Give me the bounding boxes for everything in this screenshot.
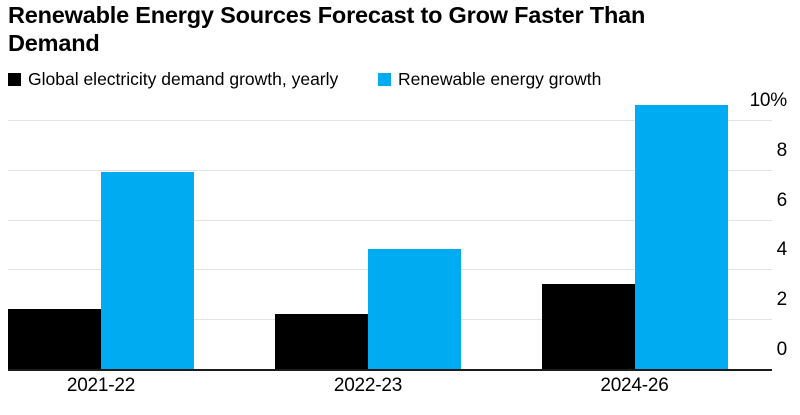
legend-label-renewable: Renewable energy growth	[398, 69, 602, 89]
bar-demand-2022-23	[275, 314, 368, 369]
y-axis-tick-label-6: 6	[776, 189, 788, 211]
x-axis-category-label-2022-23: 2022-23	[333, 375, 403, 396]
chart-title-line1: Renewable Energy Sources Forecast to Gro…	[8, 2, 646, 28]
legend-item-demand: Global electricity demand growth, yearly	[8, 69, 339, 89]
legend-item-renewable: Renewable energy growth	[378, 69, 602, 89]
legend-swatch-renewable	[378, 72, 391, 86]
bar-renewable-2021-22	[101, 172, 194, 369]
y-axis-tick-label-0: 0	[776, 339, 788, 360]
x-axis-category-label-2021-22: 2021-22	[66, 375, 136, 396]
y-axis-tick-label-2: 2	[776, 289, 788, 311]
legend-label-demand: Global electricity demand growth, yearly	[28, 69, 339, 89]
y-axis-tick-label-8: 8	[776, 139, 788, 161]
bar-demand-2021-22	[8, 309, 101, 369]
gridline-8	[8, 169, 772, 171]
y-axis-tick-label-10%: 10%	[749, 90, 788, 111]
bar-renewable-2024-26	[634, 105, 728, 369]
bar-renewable-2022-23	[368, 249, 461, 369]
chart-title-line2: Demand	[8, 30, 100, 56]
gridline-10	[8, 120, 772, 121]
x-axis-category-label-2024-26: 2024-26	[600, 375, 669, 396]
chart-title: Renewable Energy Sources Forecast to Gro…	[8, 1, 788, 57]
x-axis-line	[8, 368, 772, 371]
y-axis-tick-label-4: 4	[776, 239, 788, 261]
bar-demand-2024-26	[541, 284, 635, 369]
legend-swatch-demand	[8, 72, 21, 86]
gridline-6	[8, 219, 772, 221]
